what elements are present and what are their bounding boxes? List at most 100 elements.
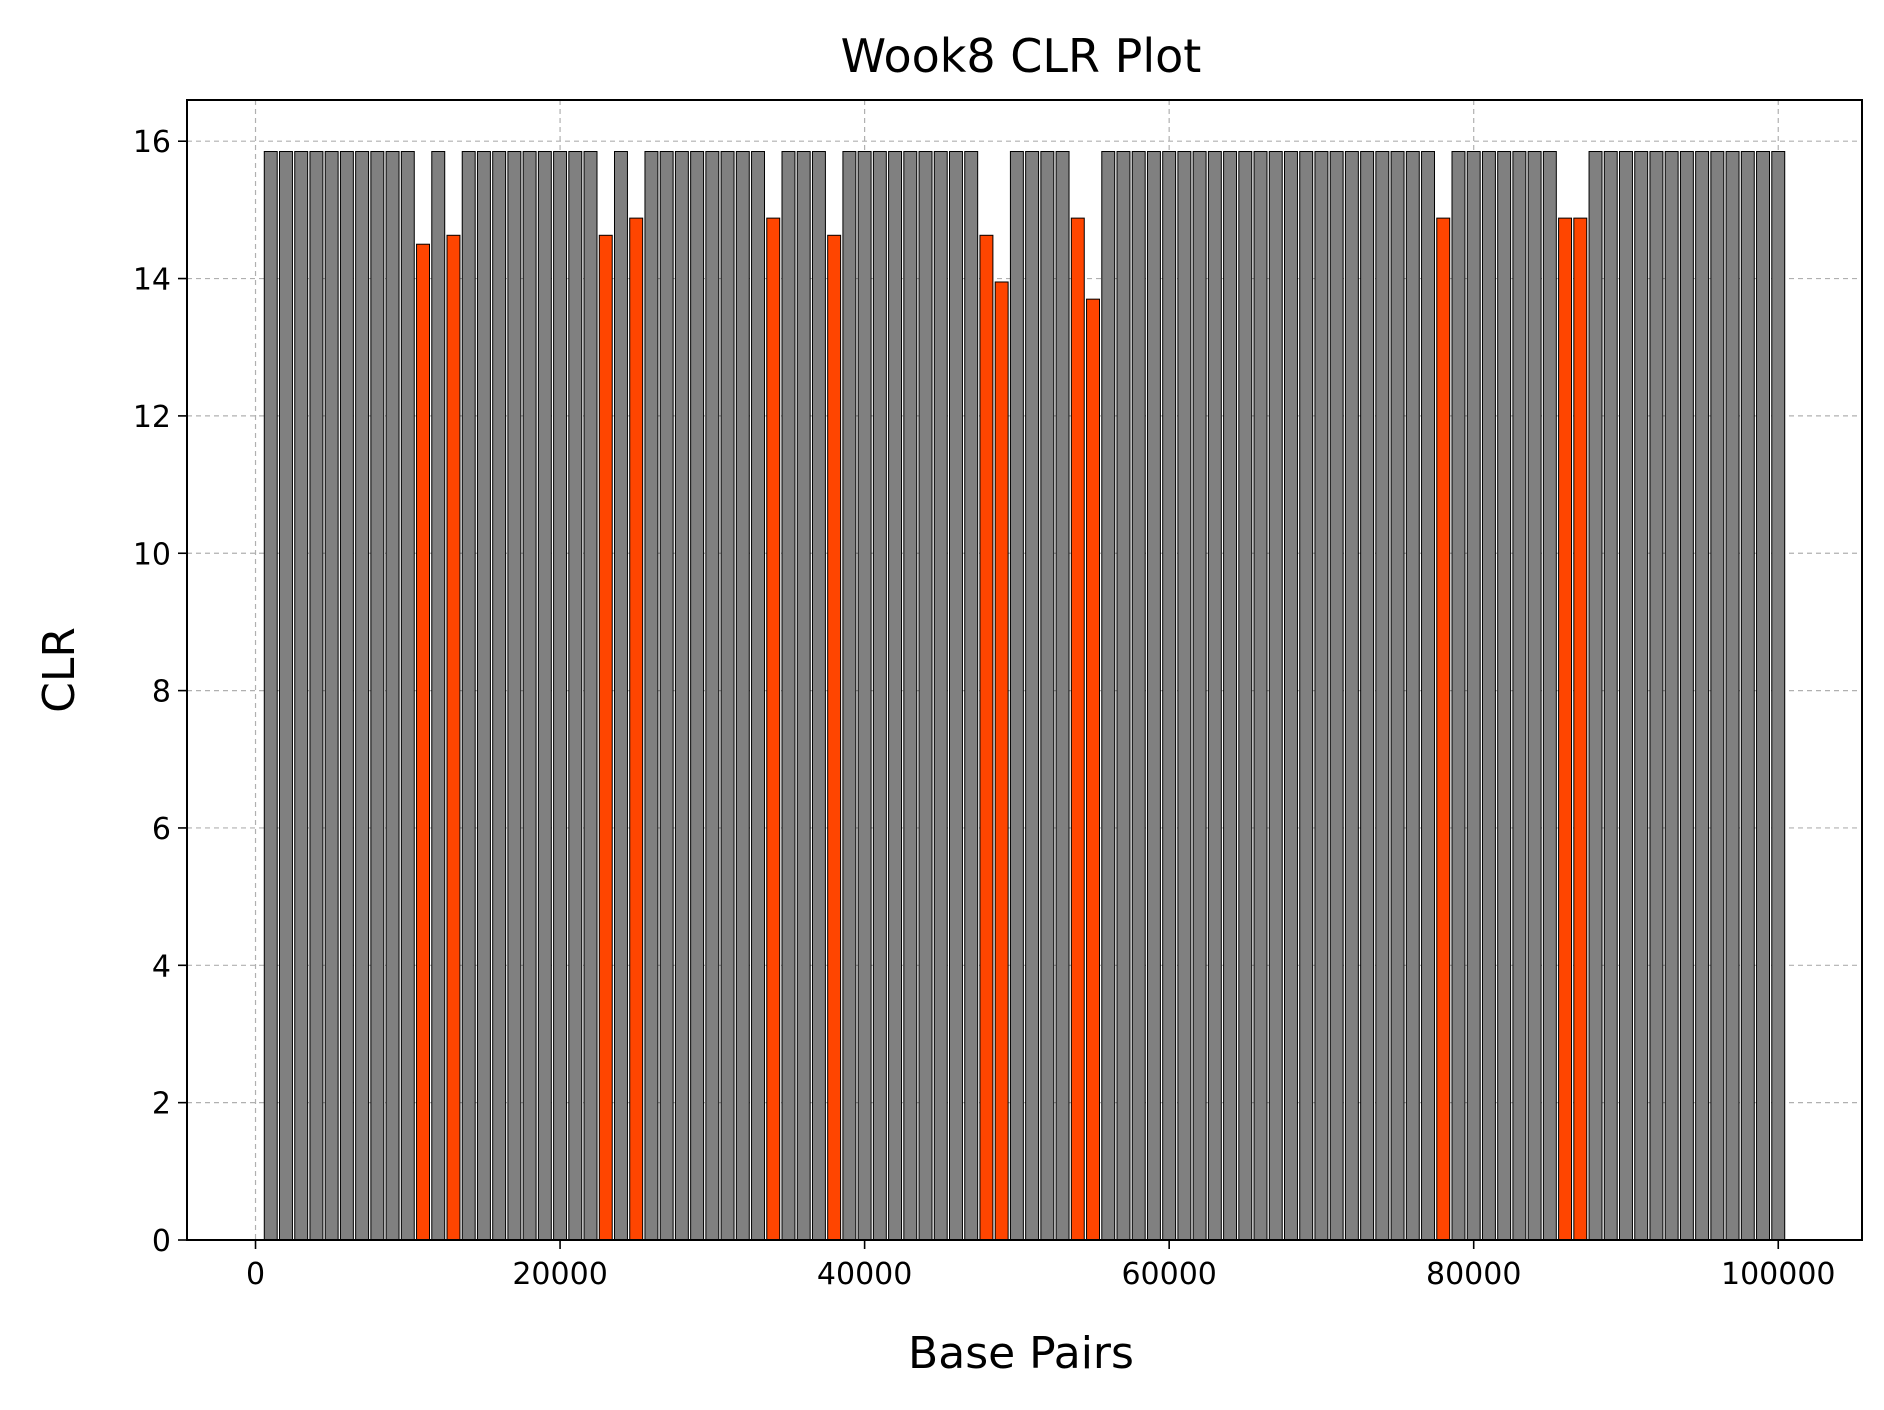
- bar: [522, 151, 537, 1241]
- y-tick-label: 12: [133, 400, 171, 435]
- y-axis-ticks: 0 2 4 6 8 10 12 14 16: [133, 125, 187, 1259]
- bar: [1421, 151, 1435, 1241]
- bar: [1207, 151, 1222, 1241]
- bar: [1649, 151, 1664, 1241]
- bar-highlighted: [446, 234, 461, 1241]
- x-tick-label: 0: [246, 1257, 265, 1292]
- bar-highlighted: [1558, 217, 1573, 1241]
- bar: [507, 151, 522, 1241]
- bar: [751, 151, 765, 1241]
- bar: [1177, 151, 1192, 1241]
- bar: [476, 151, 491, 1241]
- bar: [263, 151, 278, 1241]
- y-tick-label: 16: [133, 125, 171, 160]
- y-tick-label: 8: [152, 675, 171, 710]
- bar-highlighted: [629, 217, 644, 1241]
- bar: [1299, 151, 1314, 1241]
- bar-highlighted: [598, 234, 613, 1241]
- bar-highlighted: [766, 217, 781, 1241]
- bar: [385, 151, 400, 1241]
- bar: [1679, 151, 1694, 1241]
- plot-frame: [186, 99, 1863, 1241]
- bar: [1009, 151, 1024, 1241]
- y-axis-label: CLR: [34, 627, 85, 713]
- bar: [324, 151, 339, 1241]
- bar: [1512, 151, 1527, 1241]
- bar: [1527, 151, 1542, 1241]
- bar: [842, 151, 857, 1241]
- bar: [1101, 151, 1116, 1241]
- bar: [537, 151, 552, 1241]
- bar: [720, 151, 735, 1241]
- x-tick-label: 100000: [1721, 1257, 1836, 1292]
- y-tick-label: 6: [152, 812, 171, 847]
- bar: [1253, 151, 1268, 1241]
- bar: [431, 151, 446, 1241]
- y-tick-label: 14: [133, 263, 171, 298]
- bar: [781, 151, 796, 1241]
- bar: [1542, 151, 1557, 1241]
- bar: [1192, 151, 1207, 1241]
- bar: [674, 151, 689, 1241]
- y-tick-label: 4: [152, 949, 171, 984]
- bar: [1314, 151, 1329, 1241]
- bar: [1344, 151, 1359, 1241]
- bar: [492, 151, 507, 1241]
- bar: [1405, 151, 1420, 1241]
- bar: [1025, 151, 1040, 1241]
- bar: [1055, 151, 1070, 1241]
- bar: [1146, 151, 1161, 1241]
- bar: [370, 151, 385, 1241]
- bar: [1451, 151, 1466, 1241]
- bar: [659, 151, 674, 1241]
- bar: [294, 151, 309, 1241]
- bar: [1603, 151, 1618, 1241]
- bar: [735, 151, 750, 1241]
- bar: [1116, 151, 1131, 1241]
- bar: [309, 151, 324, 1241]
- bar: [1740, 151, 1755, 1241]
- bar: [1360, 151, 1375, 1241]
- bar: [1390, 151, 1405, 1241]
- bar: [1268, 151, 1283, 1241]
- bar-highlighted: [1436, 217, 1451, 1241]
- bar: [690, 151, 705, 1241]
- bar: [1466, 151, 1481, 1241]
- y-tick-label: 2: [152, 1087, 171, 1122]
- bar: [1481, 151, 1496, 1241]
- bar: [811, 151, 826, 1241]
- bar: [400, 151, 415, 1241]
- bars-group: [263, 151, 1786, 1241]
- bar: [614, 151, 628, 1241]
- bar: [279, 151, 293, 1241]
- bar-highlighted: [416, 243, 430, 1241]
- x-tick-label: 20000: [512, 1257, 607, 1292]
- bar: [568, 151, 583, 1241]
- bar: [583, 151, 598, 1241]
- y-tick-label: 0: [152, 1224, 171, 1259]
- bar-highlighted: [827, 234, 842, 1241]
- bar: [857, 151, 872, 1241]
- bar: [888, 151, 903, 1241]
- bar: [1375, 151, 1390, 1241]
- bar-highlighted: [1086, 298, 1100, 1241]
- bar: [796, 151, 811, 1241]
- bar-highlighted: [1070, 217, 1085, 1241]
- bar-highlighted: [1573, 217, 1588, 1241]
- chart-title: Wook8 CLR Plot: [841, 29, 1202, 83]
- bar: [872, 151, 887, 1241]
- bar-highlighted: [979, 234, 994, 1241]
- bar: [1619, 151, 1633, 1241]
- bar: [1756, 151, 1770, 1241]
- bar: [1223, 151, 1238, 1241]
- bar: [1284, 151, 1298, 1241]
- bar: [964, 151, 979, 1241]
- bar: [553, 151, 568, 1241]
- bar: [1588, 151, 1603, 1241]
- bar: [644, 151, 659, 1241]
- bar: [933, 151, 948, 1241]
- x-tick-label: 60000: [1121, 1257, 1216, 1292]
- bar: [705, 151, 720, 1241]
- bar: [1329, 151, 1344, 1241]
